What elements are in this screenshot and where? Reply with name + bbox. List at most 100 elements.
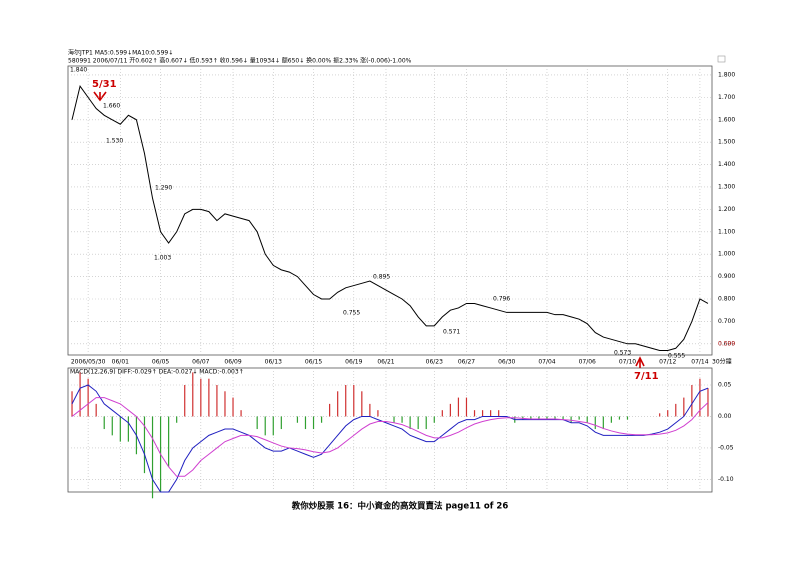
macd-bar: [103, 416, 105, 430]
arrow: [635, 356, 645, 368]
x-tick-label: 06/21: [377, 359, 394, 366]
price-annotation: 0.573: [614, 350, 631, 357]
price-annotation: 0.555: [668, 353, 685, 360]
macd-bar: [256, 416, 258, 430]
macd-bar: [264, 416, 266, 436]
x-tick-label: 06/30: [498, 359, 515, 366]
x-tick-label: 06/19: [345, 359, 362, 366]
x-tick-label: 07/10: [619, 359, 636, 366]
macd-line: [71, 397, 709, 477]
macd-bar: [498, 410, 500, 417]
price-annotation: 1.530: [106, 138, 123, 145]
y-tick-label: -0.10: [718, 476, 734, 483]
macd-bar: [208, 378, 210, 417]
y-tick-label: 1.800: [718, 71, 735, 78]
date-annotation: 7/11: [634, 371, 659, 382]
y-tick-label: -0.05: [718, 444, 734, 451]
macd-bar: [441, 410, 443, 417]
macd-bar: [401, 416, 403, 423]
x-tick-label: 06/15: [305, 359, 322, 366]
macd-bar: [675, 403, 677, 417]
y-tick-label: 0.600: [718, 340, 735, 347]
y-tick-label: 1.300: [718, 183, 735, 190]
macd-bar: [240, 410, 242, 417]
macd-bar: [659, 413, 661, 417]
macd-bar: [610, 416, 612, 423]
macd-bar: [586, 416, 588, 423]
macd-bar: [168, 416, 170, 467]
macd-bar: [667, 410, 669, 417]
macd-bar: [176, 416, 178, 423]
price-line: [71, 84, 709, 352]
header-line: 海尔JTP1 MA5:0.599↓MA10:0.599↓: [68, 49, 173, 57]
macd-bar: [224, 391, 226, 417]
y-tick-label: 1.400: [718, 161, 735, 168]
price-annotation: 1.003: [154, 255, 171, 262]
macd-frame: [67, 367, 713, 493]
macd-line: [71, 384, 709, 493]
footer: 教你炒股票 16：中小資金的高效買賣法 page11 of 26: [291, 501, 509, 512]
macd-bar: [578, 416, 580, 420]
macd-bar: [433, 416, 435, 423]
x-tick-label: 07/04: [538, 359, 555, 366]
macd-bar: [546, 416, 548, 420]
macd-bar: [449, 403, 451, 417]
price-annotation: 1.840: [70, 67, 87, 74]
y-tick-label: 1.200: [718, 206, 735, 213]
y-tick-label: 0.00: [718, 413, 732, 420]
macd-bar: [377, 410, 379, 417]
x-tick-label: 07/14: [691, 359, 708, 366]
x-tick-label: 07/06: [579, 359, 596, 366]
y-tick-label: 0.05: [718, 381, 732, 388]
macd-bar: [329, 403, 331, 417]
macd-bar: [538, 416, 540, 420]
x-tick-label: 07/12: [659, 359, 676, 366]
x-tick-label: 06/27: [458, 359, 475, 366]
x-tick-label: 2006/05/30: [71, 359, 106, 366]
macd-bar: [296, 416, 299, 423]
macd-bar: [626, 416, 629, 420]
y-tick-label: 1.700: [718, 94, 735, 101]
macd-bar: [95, 403, 97, 417]
macd-header: MACD(12,26,9) DIFF:-0.029↑ DEA:-0.027↓ M…: [70, 369, 244, 376]
macd-bar: [320, 416, 323, 423]
macd-bar: [530, 416, 532, 420]
window-icon: [717, 55, 726, 63]
price-annotation: 0.796: [493, 296, 510, 303]
macd-bar: [280, 416, 282, 430]
price-annotation: 1.660: [103, 103, 120, 110]
macd-bar: [490, 410, 492, 417]
period-label: 30分鐘: [712, 358, 732, 366]
macd-bar: [192, 372, 194, 417]
macd-bar: [337, 391, 339, 417]
macd-bar: [361, 391, 363, 417]
macd-bar: [425, 416, 427, 430]
x-tick-label: 06/23: [426, 359, 443, 366]
price-annotation: 0.571: [443, 329, 460, 336]
macd-bar: [119, 416, 121, 442]
price-annotation: 0.755: [343, 310, 360, 317]
macd-bar: [465, 397, 468, 417]
macd-bar: [393, 416, 395, 423]
macd-bar: [111, 416, 113, 436]
macd-bar: [562, 416, 564, 420]
macd-bar: [417, 416, 419, 430]
macd-bar: [554, 416, 556, 420]
y-tick-label: 0.800: [718, 295, 735, 302]
y-tick-label: 1.100: [718, 228, 735, 235]
macd-bar: [127, 416, 129, 442]
macd-bar: [304, 416, 307, 430]
current-price: 0.599: [718, 341, 735, 348]
macd-bar: [200, 378, 202, 417]
header-line: 580991 2006/07/11 开0.602↑ 高0.607↓ 低0.593…: [68, 57, 412, 65]
x-tick-label: 06/13: [265, 359, 282, 366]
macd-bar: [707, 388, 709, 417]
macd-bar: [699, 378, 701, 417]
macd-bar: [570, 416, 572, 423]
macd-bar: [312, 416, 315, 430]
macd-bar: [79, 372, 81, 417]
macd-bar: [481, 410, 484, 417]
macd-bar: [232, 397, 234, 417]
